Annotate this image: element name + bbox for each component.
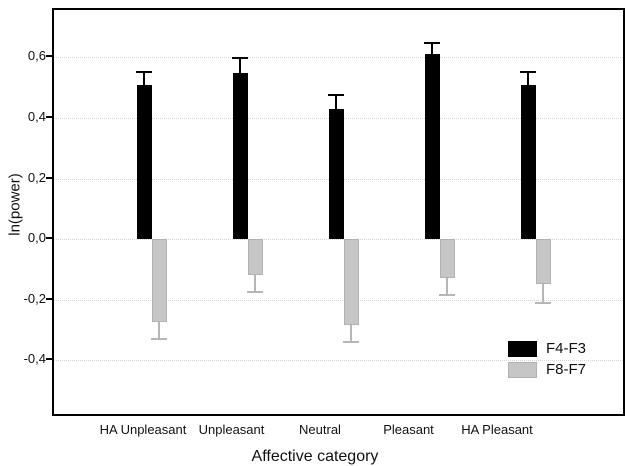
gridline--0,2 (54, 299, 623, 301)
gridline-0,6 (54, 57, 623, 59)
bar-f8-f7-ha-unpleasant (151, 239, 167, 323)
error-bar-f8-f7-neutral (350, 325, 352, 344)
y-axis-title: ln(power) (6, 173, 24, 236)
gridline-0,0 (54, 239, 623, 241)
y-tick-label-0,4: 0,4 (27, 109, 46, 124)
y-tick-label--0,4: -0,4 (23, 351, 46, 367)
error-bar-f4-f3-neutral (335, 93, 337, 109)
error-bar-f8-f7-unpleasant (254, 275, 256, 294)
bar-f4-f3-neutral (328, 108, 344, 239)
legend-entry-f8-f7: F8-F7 (508, 361, 586, 378)
error-cap-f8-f7-pleasant (439, 294, 455, 297)
y-tick-label--0,2: -0,2 (23, 290, 46, 306)
y-tick-mark-0,0 (46, 237, 52, 240)
error-cap-f4-f3-neutral (328, 93, 344, 96)
error-bar-f4-f3-pleasant (431, 42, 433, 55)
plot-area (52, 8, 625, 416)
error-bar-f4-f3-ha-unpleasant (143, 71, 145, 85)
legend: F4-F3 F8-F7 (508, 340, 586, 382)
y-tick-label-0,0: 0,0 (27, 230, 46, 246)
bar-f4-f3-pleasant (424, 54, 440, 239)
error-bar-f4-f3-ha-pleasant (527, 71, 529, 85)
error-cap-f4-f3-ha-pleasant (520, 71, 536, 74)
bar-f8-f7-pleasant (439, 239, 455, 279)
bar-f4-f3-ha-unpleasant (136, 84, 152, 239)
x-category-label-unpleasant: Unpleasant (198, 422, 265, 437)
x-category-label-pleasant: Pleasant (383, 422, 434, 437)
bar-f8-f7-ha-pleasant (535, 239, 551, 285)
legend-swatch-f4-f3 (508, 340, 537, 357)
y-tick-label-0,6: 0,6 (27, 48, 46, 64)
y-tick-mark-0,4 (46, 116, 52, 118)
error-bar-f4-f3-unpleasant (239, 57, 241, 73)
x-category-label-ha-pleasant: HA Pleasant (461, 422, 533, 437)
error-cap-f4-f3-ha-unpleasant (136, 71, 152, 74)
error-bar-f8-f7-pleasant (446, 278, 448, 297)
y-tick-mark-0,2 (46, 176, 52, 179)
x-axis-title: Affective category (251, 448, 379, 465)
error-cap-f8-f7-ha-unpleasant (151, 338, 167, 341)
error-cap-f4-f3-unpleasant (232, 57, 248, 60)
y-tick-mark-0,6 (46, 55, 52, 58)
legend-label-f4-f3: F4-F3 (546, 340, 587, 357)
legend-swatch-f8-f7 (508, 361, 537, 378)
gridline--0,4 (54, 360, 623, 362)
bar-f8-f7-unpleasant (247, 239, 263, 276)
bar-f8-f7-neutral (343, 239, 359, 326)
error-cap-f8-f7-ha-pleasant (535, 302, 551, 305)
error-bar-f8-f7-ha-unpleasant (158, 322, 160, 341)
legend-entry-f4-f3: F4-F3 (508, 340, 586, 357)
error-cap-f8-f7-neutral (343, 341, 359, 344)
x-category-label-neutral: Neutral (299, 422, 341, 437)
error-cap-f4-f3-pleasant (424, 42, 440, 45)
y-tick-mark--0,2 (46, 297, 52, 300)
y-tick-label-0,2: 0,2 (27, 169, 46, 185)
error-bar-f8-f7-ha-pleasant (542, 284, 544, 305)
y-tick-mark--0,4 (46, 358, 52, 361)
legend-label-f8-f7: F8-F7 (546, 361, 587, 378)
bar-f4-f3-ha-pleasant (520, 84, 536, 239)
bar-f4-f3-unpleasant (232, 72, 248, 239)
error-cap-f8-f7-unpleasant (247, 291, 263, 294)
x-category-label-ha-unpleasant: HA Unpleasant (99, 422, 187, 437)
